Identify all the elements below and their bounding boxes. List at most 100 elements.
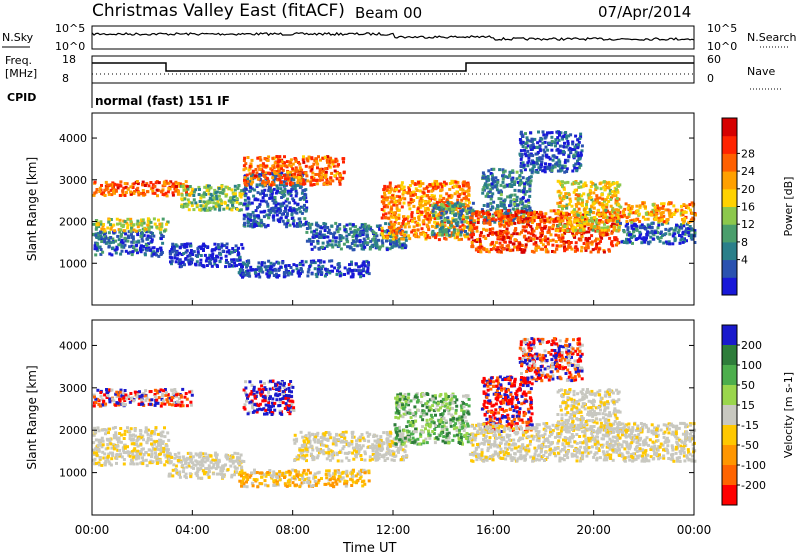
data-cell: [354, 225, 358, 229]
data-cell: [324, 170, 328, 174]
data-cell: [521, 164, 525, 168]
data-cell: [543, 170, 547, 174]
data-cell: [214, 259, 218, 263]
data-cell: [688, 203, 692, 207]
data-cell: [286, 173, 290, 177]
data-cell: [241, 274, 245, 278]
data-cell: [314, 234, 318, 238]
data-cell: [516, 207, 520, 211]
data-cell: [298, 169, 302, 173]
data-cell: [326, 155, 329, 159]
data-cell: [403, 197, 407, 201]
data-cell: [129, 458, 133, 462]
data-cell: [395, 194, 399, 198]
data-cell: [526, 138, 530, 142]
data-cell: [259, 158, 263, 162]
data-cell: [413, 182, 417, 186]
data-cell: [645, 212, 649, 216]
data-cell: [430, 231, 434, 235]
data-cell: [612, 190, 616, 194]
data-cell: [558, 201, 562, 205]
data-cell: [541, 247, 545, 251]
data-cell: [577, 185, 581, 189]
data-cell: [311, 235, 315, 239]
data-cell: [113, 182, 117, 186]
data-cell: [490, 217, 494, 221]
data-cell: [690, 233, 694, 237]
data-cell: [404, 235, 408, 239]
data-cell: [548, 131, 552, 135]
data-cell: [335, 177, 339, 181]
data-cell: [509, 211, 513, 215]
data-cell: [283, 177, 287, 181]
data-cell: [512, 214, 516, 218]
data-cell: [685, 239, 688, 243]
data-cell: [596, 199, 599, 203]
data-cell: [488, 220, 492, 224]
data-cell: [283, 193, 287, 197]
data-cell: [354, 262, 358, 266]
data-cell: [527, 200, 531, 204]
data-cell: [457, 204, 461, 208]
data-cell: [546, 148, 550, 152]
data-cell: [100, 240, 104, 243]
data-cell: [181, 260, 185, 264]
data-cell: [249, 175, 253, 178]
data-cell: [247, 224, 250, 228]
data-cell: [562, 134, 566, 138]
data-cell: [328, 239, 332, 243]
data-cell: [401, 196, 405, 200]
data-cell: [389, 242, 392, 246]
data-cell: [570, 148, 574, 151]
data-cell: [134, 229, 138, 233]
data-cell: [188, 254, 192, 258]
data-cell: [597, 226, 601, 230]
data-cell: [196, 252, 200, 256]
data-cell: [598, 229, 602, 233]
data-cell: [519, 179, 523, 182]
data-cell: [220, 185, 224, 189]
data-cell: [466, 189, 470, 193]
data-cell: [179, 262, 183, 266]
data-cell: [583, 208, 587, 212]
data-cell: [581, 218, 585, 222]
data-cell: [153, 222, 157, 226]
data-cell: [599, 240, 602, 243]
data-cell: [609, 198, 613, 201]
data-cell: [211, 252, 215, 256]
data-cell: [347, 233, 351, 236]
data-cell: [419, 197, 423, 200]
data-cell: [249, 215, 252, 219]
data-cell: [685, 227, 688, 231]
data-cell: [452, 228, 456, 232]
data-cell: [638, 226, 642, 230]
data-cell: [673, 228, 677, 232]
data-cell: [559, 244, 563, 248]
data-cell: [438, 198, 442, 202]
data-cell: [557, 235, 561, 239]
data-cell: [420, 212, 423, 216]
data-cell: [530, 137, 534, 141]
data-cell: [383, 184, 387, 188]
data-cell: [687, 232, 691, 236]
data-cell: [180, 205, 183, 208]
data-cell: [139, 234, 143, 238]
data-cell: [442, 196, 446, 200]
data-cell: [124, 249, 128, 253]
data-cell: [566, 143, 570, 147]
data-cell: [533, 234, 537, 238]
data-cell: [303, 217, 307, 221]
data-cell: [199, 204, 203, 208]
data-cell: [210, 198, 214, 202]
data-cell: [485, 186, 489, 190]
data-cell: [313, 158, 317, 162]
data-cell: [516, 203, 520, 207]
data-cell: [538, 168, 542, 171]
data-cell: [492, 179, 496, 182]
data-cell: [470, 241, 474, 244]
data-cell: [460, 187, 464, 191]
data-cell: [408, 184, 412, 187]
data-cell: [285, 225, 289, 229]
data-cell: [407, 234, 411, 238]
data-cell: [276, 164, 280, 168]
